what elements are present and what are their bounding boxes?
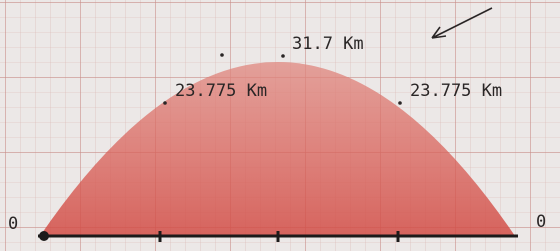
dot — [163, 101, 167, 105]
dot — [220, 53, 224, 57]
peak-label: 31.7 Km — [292, 34, 364, 54]
left-label: 23.775 Km — [175, 81, 267, 101]
dot — [281, 54, 285, 58]
end-label: 0 — [536, 212, 546, 232]
dot — [398, 101, 402, 105]
photo: 31.7 Km 23.775 Km 23.775 Km 0 0 — [0, 0, 560, 251]
start-label: 0 — [8, 214, 18, 234]
origin-point — [39, 231, 49, 241]
right-label: 23.775 Km — [410, 81, 502, 101]
